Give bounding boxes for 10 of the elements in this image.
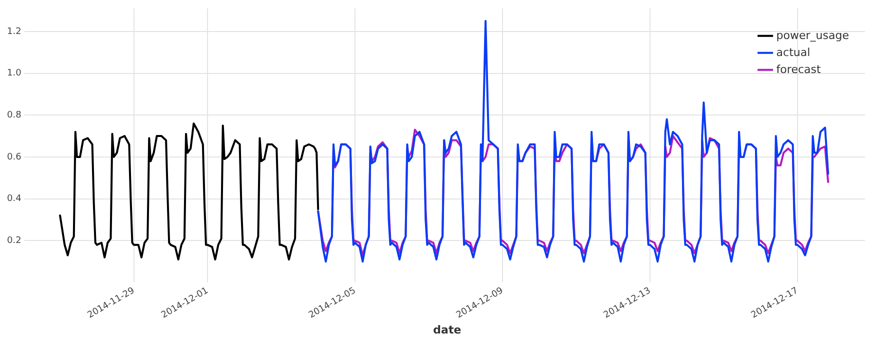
y-tick-label: 0.8 xyxy=(6,110,22,120)
y-tick-label: 1.2 xyxy=(6,26,22,37)
legend-label: power_usage xyxy=(776,28,850,42)
y-tick-label: 0.6 xyxy=(6,152,22,162)
y-tick-label: 0.4 xyxy=(6,194,22,204)
legend-label: forecast xyxy=(776,62,822,76)
y-tick-label: 0.2 xyxy=(6,236,22,246)
x-axis-title: date xyxy=(433,323,462,336)
y-tick-label: 1.0 xyxy=(6,68,22,79)
legend-label: actual xyxy=(776,46,810,59)
